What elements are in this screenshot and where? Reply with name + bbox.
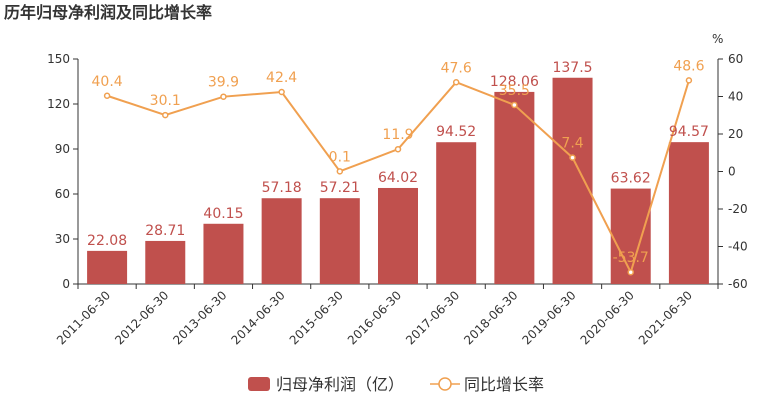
- line-point: [452, 79, 460, 86]
- x-tick-label: 2018-06-30: [461, 288, 520, 347]
- bar: [668, 142, 709, 284]
- bar-value-label: 40.15: [203, 206, 243, 222]
- x-tick-label: 2019-06-30: [519, 288, 578, 347]
- left-tick-label: 0: [62, 277, 70, 291]
- bar: [552, 77, 593, 284]
- right-tick-label: -20: [728, 202, 748, 216]
- right-tick-label: 40: [728, 90, 743, 104]
- line-value-label: 42.4: [266, 70, 297, 86]
- line-value-label: 40.4: [92, 74, 123, 90]
- line-point: [569, 154, 576, 161]
- bar-labels: 22.08 28.71 40.15 57.18 57.21 64.02 94.52 128.0…: [87, 60, 709, 249]
- line-value-label: 7.4: [561, 136, 583, 152]
- x-axis: 2011-06-302012-06-302013-06-302014-06-30…: [54, 283, 719, 347]
- line-point: [627, 268, 634, 276]
- right-tick-label: 60: [728, 52, 743, 66]
- right-tick-label: -40: [728, 240, 748, 254]
- line-value-label: 0.1: [329, 149, 351, 165]
- left-tick-label: 120: [47, 97, 70, 111]
- legend-line-label: 同比增长率: [464, 375, 544, 394]
- line-point: [220, 93, 227, 100]
- right-tick-label: 0: [728, 165, 736, 179]
- x-tick-label: 2016-06-30: [345, 288, 404, 347]
- left-tick-label: 150: [47, 52, 70, 66]
- x-tick-label: 2013-06-30: [170, 288, 229, 347]
- right-tick-label: 20: [728, 127, 743, 141]
- line-value-label: 35.5: [499, 83, 530, 99]
- legend-line-marker: [438, 377, 452, 391]
- bar-value-label: 63.62: [611, 171, 651, 187]
- bar-value-label: 22.08: [87, 233, 127, 249]
- bar: [87, 250, 128, 284]
- x-tick-label: 2017-06-30: [403, 288, 462, 347]
- bar: [610, 188, 651, 284]
- line-point: [278, 88, 285, 96]
- bar-value-label: 28.71: [145, 223, 185, 239]
- bar-value-label: 128.06: [490, 74, 539, 90]
- bar-value-label: 137.5: [552, 60, 592, 76]
- line-labels: 40.4 30.1 39.9 42.4 0.1 11.9 47.6 35.5 7.4 -53.7 4…: [92, 58, 705, 266]
- bar: [319, 198, 360, 284]
- line-value-label: 47.6: [441, 60, 472, 76]
- legend-bar-swatch: [248, 377, 270, 391]
- bar-value-label: 57.18: [262, 180, 302, 196]
- bar-value-label: 57.21: [320, 180, 360, 196]
- left-y-axis: 0 30 60 90 120 150: [47, 52, 79, 291]
- bar: [261, 198, 302, 284]
- line-point: [511, 101, 518, 109]
- left-tick-label: 60: [55, 187, 70, 201]
- bar-value-label: 64.02: [378, 170, 418, 186]
- line-value-label: -53.7: [613, 250, 649, 266]
- line-value-label: 30.1: [150, 93, 181, 109]
- line-series: [103, 77, 693, 276]
- bar-series: [87, 77, 709, 284]
- x-tick-label: 2014-06-30: [229, 288, 288, 347]
- bar: [145, 240, 186, 284]
- x-tick-label: 2021-06-30: [636, 288, 695, 347]
- legend: 归母净利润（亿） 同比增长率: [248, 375, 544, 394]
- bar: [494, 91, 535, 284]
- chart-title: 历年归母净利润及同比增长率: [4, 3, 212, 22]
- line-value-label: 39.9: [208, 75, 239, 91]
- left-tick-label: 90: [55, 142, 70, 156]
- legend-bar-label: 归母净利润（亿）: [276, 375, 404, 394]
- left-tick-label: 30: [55, 232, 70, 246]
- line-point: [394, 145, 402, 153]
- bar-value-label: 94.52: [436, 124, 476, 140]
- bar: [378, 187, 418, 284]
- right-axis-unit: %: [712, 32, 723, 46]
- bar: [203, 223, 244, 284]
- line-point: [336, 168, 344, 175]
- line-point: [162, 111, 169, 119]
- x-tick-label: 2011-06-30: [54, 288, 113, 347]
- line-value-label: 48.6: [673, 58, 704, 74]
- bar-value-label: 94.57: [669, 124, 709, 140]
- x-tick-label: 2012-06-30: [112, 288, 171, 347]
- line-point: [103, 92, 111, 99]
- bar: [436, 142, 477, 284]
- x-tick-label: 2020-06-30: [578, 288, 637, 347]
- x-tick-label: 2015-06-30: [287, 288, 346, 347]
- right-y-axis: -60 -40 -20 0 20 40 60: [717, 52, 748, 291]
- line-point: [685, 77, 693, 84]
- right-tick-label: -60: [728, 277, 748, 291]
- line-value-label: 11.9: [382, 127, 413, 143]
